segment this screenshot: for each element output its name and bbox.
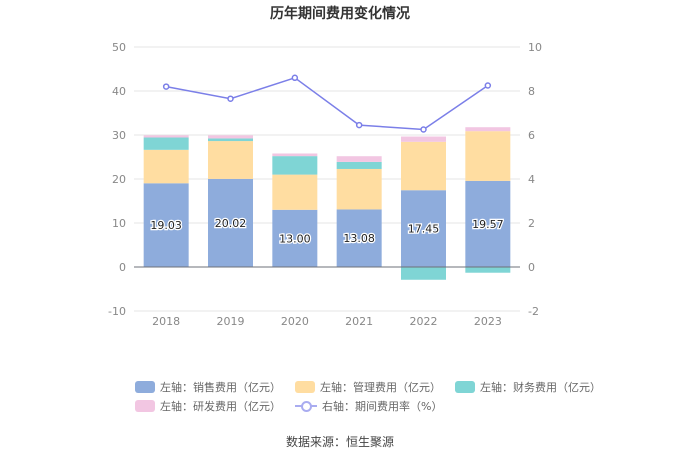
legend-label-sales: 左轴：销售费用（亿元） [160, 380, 281, 394]
chart-legend: 左轴：销售费用（亿元） 左轴：管理费用（亿元） 左轴：财务费用（亿元） 左轴：研… [135, 377, 601, 415]
bar-segment-series-0 [465, 180, 511, 267]
bar-segment-series-1 [401, 141, 446, 191]
left-axis-tick-label: 10 [112, 217, 126, 230]
bar-data-label: 13.00 [279, 232, 311, 245]
right-axis-tick-label: 4 [528, 173, 535, 186]
left-axis-tick-label: 0 [119, 261, 126, 274]
data-source: 数据来源：恒生聚源 [285, 435, 394, 449]
x-axis-tick-label: 2018 [152, 315, 180, 328]
bar-segment-series-0 [272, 209, 318, 267]
bar-segment-series-2 [143, 137, 189, 150]
bar-segment-series-0 [143, 183, 189, 267]
x-axis-tick-label: 2023 [474, 315, 502, 328]
expense-ratio-point [162, 83, 170, 90]
bar-segment-series-0 [208, 178, 253, 267]
bar-segment-series-1 [208, 141, 253, 179]
right-axis-tick-label: 8 [528, 85, 535, 98]
bar-segment-series-1 [336, 168, 382, 210]
expense-ratio-point [291, 74, 299, 82]
bar-segment-series-1 [143, 149, 189, 184]
legend-swatch-expense-ratio [295, 400, 317, 412]
bar-segment-series-2 [208, 138, 253, 142]
expense-ratio-line [166, 76, 489, 131]
bar-segment-series-1 [465, 131, 511, 181]
bar-data-label: 20.02 [215, 217, 247, 230]
legend-label-finance: 左轴：财务费用（亿元） [480, 380, 601, 394]
legend-swatch-rnd [135, 399, 155, 412]
left-axis-tick-label: 20 [112, 173, 126, 186]
legend-label-admin: 左轴：管理费用（亿元） [320, 380, 441, 394]
right-axis-tick-label: 2 [528, 217, 535, 230]
bar-segment-series-3 [208, 135, 253, 139]
bar-data-label: 19.57 [472, 218, 504, 231]
bar-segment-series-0 [336, 209, 382, 267]
legend-item-admin[interactable]: 左轴：管理费用（亿元） [295, 379, 441, 395]
expense-ratio-point [484, 82, 492, 89]
legend-label-expense-ratio: 右轴：期间费用率（%） [322, 399, 443, 413]
right-axis-tick-label: 0 [528, 261, 535, 274]
right-axis-tick-label: 10 [528, 41, 542, 54]
left-axis-tick-label: 30 [112, 129, 126, 142]
legend-item-expense-ratio[interactable]: 右轴：期间费用率（%） [295, 398, 442, 414]
right-axis-tick-label: 6 [528, 129, 535, 142]
chart-title: 历年期间费用变化情况 [270, 6, 410, 22]
legend-swatch-sales [135, 380, 155, 393]
bar-data-label: 17.45 [408, 223, 440, 236]
expense-ratio-point [420, 126, 427, 133]
bar-segment-series-3 [272, 153, 318, 157]
legend-label-rnd: 左轴：研发费用（亿元） [160, 399, 281, 413]
bar-segment-series-0 [401, 190, 446, 267]
bar-segment-series-3 [143, 135, 189, 138]
bar-segment-series-2 [401, 267, 446, 280]
expense-ratio-point [227, 95, 234, 102]
x-axis-tick-label: 2021 [345, 315, 373, 328]
legend-item-rnd[interactable]: 左轴：研发费用（亿元） [135, 398, 281, 414]
left-axis-tick-label: 50 [112, 41, 126, 54]
bar-data-label: 13.08 [343, 232, 375, 245]
x-axis-tick-label: 2019 [217, 315, 245, 328]
bar-segment-series-2 [465, 267, 511, 273]
legend-swatch-finance [455, 380, 475, 393]
bar-segment-series-3 [336, 156, 382, 162]
x-axis-tick-label: 2022 [410, 315, 438, 328]
right-axis-tick-label: -2 [528, 305, 539, 318]
x-axis-tick-label: 2020 [281, 315, 309, 328]
legend-item-sales[interactable]: 左轴：销售费用（亿元） [135, 379, 281, 395]
bar-segment-series-2 [336, 161, 382, 169]
bar-segment-series-1 [272, 174, 318, 210]
bar-segment-series-3 [465, 127, 511, 132]
legend-swatch-admin [295, 380, 315, 393]
expense-ratio-point [355, 121, 363, 129]
left-axis-tick-label: -10 [108, 305, 126, 318]
left-axis-tick-label: 40 [112, 85, 126, 98]
bar-segment-series-2 [272, 156, 318, 175]
bar-segment-series-3 [401, 136, 446, 142]
bar-data-label: 19.03 [150, 219, 182, 232]
legend-item-finance[interactable]: 左轴：财务费用（亿元） [455, 379, 601, 395]
